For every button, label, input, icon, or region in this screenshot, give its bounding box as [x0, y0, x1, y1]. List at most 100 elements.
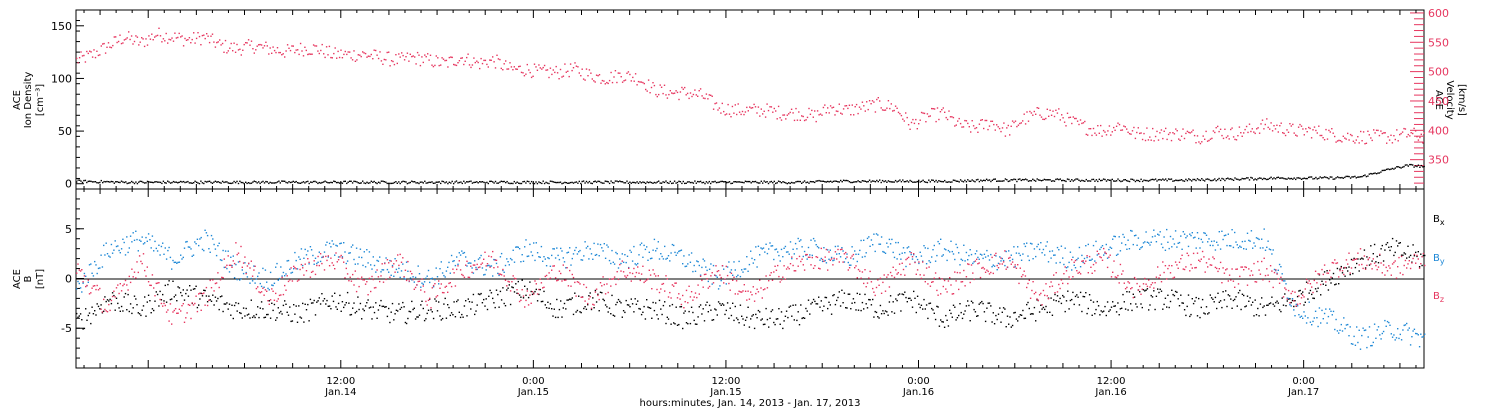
ion-density-point [643, 181, 645, 184]
by-point [1146, 241, 1149, 243]
velocity-point [187, 39, 189, 41]
bz-point [113, 290, 115, 292]
bx-point [309, 298, 312, 301]
ion-density-point [873, 180, 875, 182]
ion-density-point [259, 182, 261, 185]
ion-density-point [987, 179, 989, 182]
ion-density-point [458, 181, 461, 184]
velocity-point [1224, 128, 1226, 130]
by-point [707, 280, 709, 283]
velocity-point [297, 49, 299, 51]
by-point [1087, 243, 1089, 246]
ion-density-point [974, 181, 976, 183]
bx-point [169, 298, 172, 301]
velocity-point [320, 49, 322, 52]
velocity-point [419, 64, 422, 67]
velocity-point [708, 94, 710, 96]
bx-point [212, 294, 214, 296]
by-point [176, 262, 178, 264]
ion-density-point [1014, 178, 1017, 181]
ion-density-point [1375, 173, 1378, 175]
bz-point [119, 283, 121, 285]
bx-point [1173, 294, 1176, 297]
bx-point [656, 314, 658, 316]
bx-point [901, 293, 903, 295]
by-point [81, 291, 83, 293]
velocity-point [232, 50, 234, 52]
by-point [863, 239, 865, 241]
velocity-point [1419, 136, 1421, 139]
bx-point [1101, 311, 1104, 313]
bx-point [425, 318, 427, 320]
bx-point [847, 293, 849, 295]
velocity-point [516, 68, 518, 70]
bx-point [486, 308, 489, 311]
ion-density-point [340, 181, 342, 184]
velocity-point [338, 56, 341, 59]
velocity-point [918, 123, 920, 125]
by-point [1040, 242, 1042, 244]
ion-density-point [401, 181, 403, 183]
by-point [928, 260, 930, 262]
by-point [753, 259, 756, 261]
bx-point [494, 306, 496, 309]
by-point [536, 252, 539, 254]
ion-density-point [751, 180, 754, 183]
bx-point [340, 310, 342, 312]
bz-point [319, 253, 322, 255]
velocity-point [380, 60, 383, 62]
by-point [782, 256, 784, 258]
ion-density-point [1225, 178, 1228, 180]
ion-density-point [1290, 177, 1292, 180]
ion-density-point [707, 182, 709, 184]
by-point [438, 283, 440, 285]
by-point [375, 271, 377, 273]
bx-point [1113, 305, 1115, 307]
by-point [461, 250, 463, 252]
by-point [427, 269, 430, 272]
ion-density-point [567, 182, 569, 184]
bx-point [770, 310, 772, 313]
bz-point [145, 275, 147, 277]
bz-point [298, 279, 300, 281]
ion-density-point [393, 181, 396, 184]
velocity-point [854, 106, 856, 108]
bz-point [720, 276, 722, 279]
ion-density-point [629, 181, 631, 183]
ion-density-point [1173, 180, 1176, 182]
by-point [1101, 245, 1104, 247]
velocity-point [203, 34, 205, 36]
bx-point [1400, 254, 1403, 256]
velocity-point [221, 42, 224, 45]
bz-point [716, 270, 718, 273]
velocity-point [1284, 134, 1287, 137]
by-point [743, 268, 745, 270]
ion-density-point [854, 181, 856, 183]
bx-point [796, 319, 798, 322]
bz-point [463, 276, 466, 278]
ion-density-point [418, 182, 420, 185]
by-point [1413, 328, 1416, 330]
bx-point [1371, 260, 1373, 262]
ion-density-point [120, 180, 123, 182]
ion-density-point [1078, 179, 1080, 181]
velocity-point [353, 50, 355, 52]
by-point [539, 256, 541, 258]
bz-point [129, 281, 132, 284]
velocity-point [770, 106, 773, 108]
by-point [183, 247, 186, 249]
bx-point [119, 310, 121, 312]
by-point [915, 256, 917, 258]
ion-density-point [1040, 180, 1043, 182]
bx-point [1140, 303, 1142, 305]
by-point [552, 248, 554, 250]
bx-point [1024, 317, 1027, 319]
by-point [500, 252, 503, 255]
velocity-point [308, 53, 310, 55]
ion-density-point [1256, 179, 1258, 181]
bx-point [317, 300, 319, 302]
by-point [1287, 297, 1290, 300]
bx-point [986, 307, 988, 309]
velocity-point [299, 42, 302, 45]
ion-density-point [718, 181, 721, 183]
